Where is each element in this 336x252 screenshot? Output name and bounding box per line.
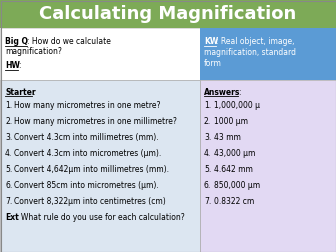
Text: 850,000 μm: 850,000 μm (214, 181, 260, 190)
Text: 3.: 3. (204, 133, 211, 142)
Text: Answers: Answers (204, 88, 240, 97)
Text: Convert 4,642μm into millimetres (mm).: Convert 4,642μm into millimetres (mm). (14, 165, 169, 174)
FancyBboxPatch shape (200, 80, 336, 252)
Text: 43,000 μm: 43,000 μm (214, 149, 255, 158)
FancyBboxPatch shape (0, 28, 200, 80)
Text: Starter: Starter (5, 88, 36, 97)
Text: 4.: 4. (5, 149, 12, 158)
Text: 7.: 7. (204, 197, 211, 206)
Text: Convert 8,322μm into centimetres (cm): Convert 8,322μm into centimetres (cm) (14, 197, 166, 206)
Text: :: : (18, 61, 20, 70)
FancyBboxPatch shape (0, 0, 336, 28)
Text: 7.: 7. (5, 197, 12, 206)
FancyBboxPatch shape (0, 80, 200, 252)
Text: magnification?: magnification? (5, 47, 62, 56)
Text: 0.8322 cm: 0.8322 cm (214, 197, 254, 206)
Text: 2.: 2. (5, 117, 12, 126)
Text: KW: KW (204, 37, 218, 46)
Text: 6.: 6. (5, 181, 12, 190)
Text: Convert 85cm into micrometres (μm).: Convert 85cm into micrometres (μm). (14, 181, 159, 190)
Text: form: form (204, 59, 222, 68)
Text: 6.: 6. (204, 181, 211, 190)
Text: : Real object, image,: : Real object, image, (216, 37, 294, 46)
Text: Big Q: Big Q (5, 37, 28, 46)
Text: How many micrometres in one millimetre?: How many micrometres in one millimetre? (14, 117, 177, 126)
Text: 5.: 5. (5, 165, 12, 174)
Text: 3.: 3. (5, 133, 12, 142)
Text: How many micrometres in one metre?: How many micrometres in one metre? (14, 101, 161, 110)
Text: 4.642 mm: 4.642 mm (214, 165, 253, 174)
Text: :: : (32, 88, 35, 97)
FancyBboxPatch shape (200, 28, 336, 80)
Text: 2.: 2. (204, 117, 211, 126)
Text: Convert 4.3cm into micrometres (μm).: Convert 4.3cm into micrometres (μm). (14, 149, 161, 158)
Text: : How do we calculate: : How do we calculate (27, 37, 111, 46)
Text: 1.: 1. (5, 101, 12, 110)
Text: 1,000,000 μ: 1,000,000 μ (214, 101, 260, 110)
Text: 1.: 1. (204, 101, 211, 110)
Text: magnification, standard: magnification, standard (204, 48, 296, 57)
Text: 43 mm: 43 mm (214, 133, 241, 142)
Text: 1000 μm: 1000 μm (214, 117, 248, 126)
Text: Ext: Ext (5, 213, 19, 222)
Text: Convert 4.3cm into millimetres (mm).: Convert 4.3cm into millimetres (mm). (14, 133, 159, 142)
Text: HW: HW (5, 61, 20, 70)
Text: 4.: 4. (204, 149, 211, 158)
Text: : What rule do you use for each calculation?: : What rule do you use for each calculat… (16, 213, 185, 222)
Text: :: : (238, 88, 241, 97)
Text: Calculating Magnification: Calculating Magnification (39, 5, 297, 23)
Text: 5.: 5. (204, 165, 211, 174)
